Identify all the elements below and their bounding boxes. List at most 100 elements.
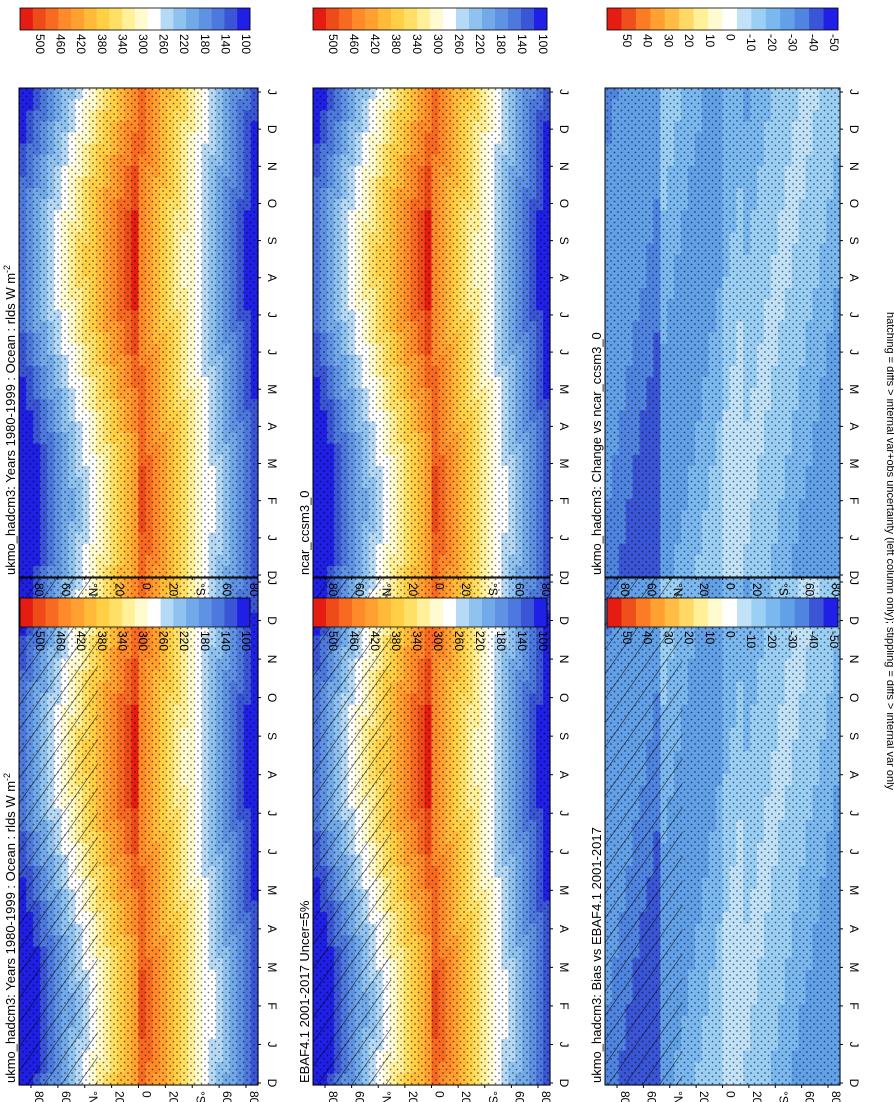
colorbar-tick-label: 100: [536, 631, 550, 651]
colorbar-tick-label: -10: [744, 631, 758, 649]
hatching-overlay: [313, 578, 392, 1085]
colorbar-swatch: [751, 598, 767, 627]
colorbar-swatch: [391, 598, 405, 627]
lat-tick-label: 20: [697, 1091, 711, 1102]
month-tick-label: J: [847, 810, 861, 816]
colorbar-tick-label: 10: [703, 631, 717, 645]
colorbar-swatch: [679, 598, 695, 627]
colorbar-tick-label: 100: [239, 631, 253, 651]
colorbar-swatch: [607, 598, 622, 627]
lat-tick-label: 0: [433, 1091, 447, 1098]
colorbar-tick-label: 500: [326, 631, 340, 651]
colorbar-swatch: [224, 598, 238, 627]
lat-tick-label: 80: [247, 1091, 261, 1102]
lat-tick-label: 80: [326, 1091, 340, 1102]
colorbar-swatch: [521, 598, 535, 627]
lat-tick-label: 60: [803, 1091, 817, 1102]
colorbar-swatch: [237, 598, 251, 627]
month-tick-label: M: [557, 885, 571, 895]
month-tick-label: A: [847, 925, 861, 933]
month-tick-label: D: [265, 616, 279, 625]
colorbar-swatch: [708, 598, 723, 627]
month-tick-label: J: [265, 849, 279, 855]
lat-tick-label: 80: [618, 1091, 632, 1102]
colorbar-swatch: [186, 598, 200, 627]
colorbar-swatch: [122, 598, 136, 627]
colorbar-swatch: [508, 598, 522, 627]
month-tick-label: S: [557, 732, 571, 740]
colorbar-swatch: [482, 598, 496, 627]
month-tick-label: J: [847, 1041, 861, 1047]
colorbar-swatch: [109, 598, 123, 627]
month-tick-label: A: [265, 771, 279, 779]
colorbar-frame: [19, 597, 251, 628]
colorbar-tick-label: 20: [682, 631, 696, 645]
colorbar-tick-label: -20: [765, 631, 779, 649]
colorbar-tick-label: 180: [198, 631, 212, 651]
month-tick-label: S: [265, 732, 279, 740]
colorbar-swatch: [352, 598, 366, 627]
lat-tick-label: °N: [379, 1091, 393, 1102]
colorbar-tick-label: 260: [157, 631, 171, 651]
lat-tick-label: 60: [353, 1091, 367, 1102]
colorbar-swatch: [45, 598, 59, 627]
month-tick-label: A: [847, 771, 861, 779]
lat-tick-label: 60: [644, 1091, 658, 1102]
colorbar-swatch: [83, 598, 98, 627]
colorbar-swatch: [417, 598, 431, 627]
colorbar-swatch: [430, 598, 444, 627]
panel-model-2100-ish: 80 60 °N 20 0 20 °S 60 80DJFMAMJJASONDJukmo_hadc…: [2, 577, 279, 1102]
month-tick-label: J: [265, 810, 279, 816]
colorbar-swatch: [469, 598, 483, 627]
month-tick-label: A: [265, 925, 279, 933]
month-tick-label: O: [265, 693, 279, 702]
lat-tick-label: 60: [512, 1091, 526, 1102]
month-tick-label: F: [847, 1002, 861, 1009]
lat-tick-label: 20: [750, 1091, 764, 1102]
month-tick-label: D: [847, 616, 861, 625]
lat-tick-label: °S: [193, 1091, 207, 1102]
colorbar-swatch: [313, 598, 327, 627]
colorbar: 500 460 420 380 340 300 260 220 180 140 100: [19, 597, 253, 651]
colorbar-tick-label: -30: [786, 631, 800, 649]
lat-tick-label: 80: [539, 1091, 553, 1102]
month-tick-label: D: [847, 1079, 861, 1088]
panel-title: ukmo_hadcm3: Years 1980-1999 : Ocean : r…: [2, 773, 18, 1083]
month-tick-label: M: [265, 885, 279, 895]
colorbar-swatch: [96, 598, 110, 627]
month-tick-label: J: [265, 1041, 279, 1047]
month-tick-label: N: [557, 655, 571, 664]
colorbar-tick-label: 140: [515, 631, 529, 651]
panel-title: EBAF4.1 2001-2017 Uncer=5%: [297, 900, 312, 1083]
lat-tick-label: 60: [220, 1091, 234, 1102]
colorbar-swatch: [147, 598, 161, 627]
lat-tick-label: 20: [406, 1091, 420, 1102]
colorbar-swatch: [823, 598, 839, 627]
colorbar-tick-label: 30: [661, 631, 675, 645]
colorbar-tick-label: -50: [827, 631, 841, 649]
colorbar-tick-label: 500: [33, 631, 47, 651]
colorbar-swatch: [765, 598, 781, 627]
colorbar-frame: [606, 597, 839, 628]
month-tick-label: D: [557, 1079, 571, 1088]
colorbar-swatch: [664, 598, 680, 627]
lat-tick-label: °S: [776, 1091, 790, 1102]
colorbar-swatch: [173, 598, 187, 627]
month-tick-label: S: [847, 732, 861, 740]
colorbar-swatch: [456, 598, 470, 627]
colorbar-swatch: [58, 598, 72, 627]
month-tick-label: D: [557, 616, 571, 625]
month-tick-label: N: [265, 655, 279, 664]
panel-bias: 80 60 °N 20 0 20 °S 60 80DJFMAMJJASONDJukmo_hadc…: [589, 577, 861, 1102]
month-tick-label: O: [557, 693, 571, 702]
panel-grid: 80 60 °N 20 0 20 °S 60 80 D J F M A M J J A S O N D Jukmo_hadc…: [2, 7, 861, 1102]
colorbar-swatch: [135, 598, 149, 627]
month-tick-label: M: [847, 885, 861, 895]
month-tick-label: J: [557, 579, 571, 585]
lat-tick-label: °N: [86, 1091, 100, 1102]
lat-tick-label: °N: [671, 1091, 685, 1102]
month-tick-label: M: [265, 962, 279, 972]
colorbar-tick-label: 180: [494, 631, 508, 651]
colorbar-tick-label: 260: [452, 631, 466, 651]
